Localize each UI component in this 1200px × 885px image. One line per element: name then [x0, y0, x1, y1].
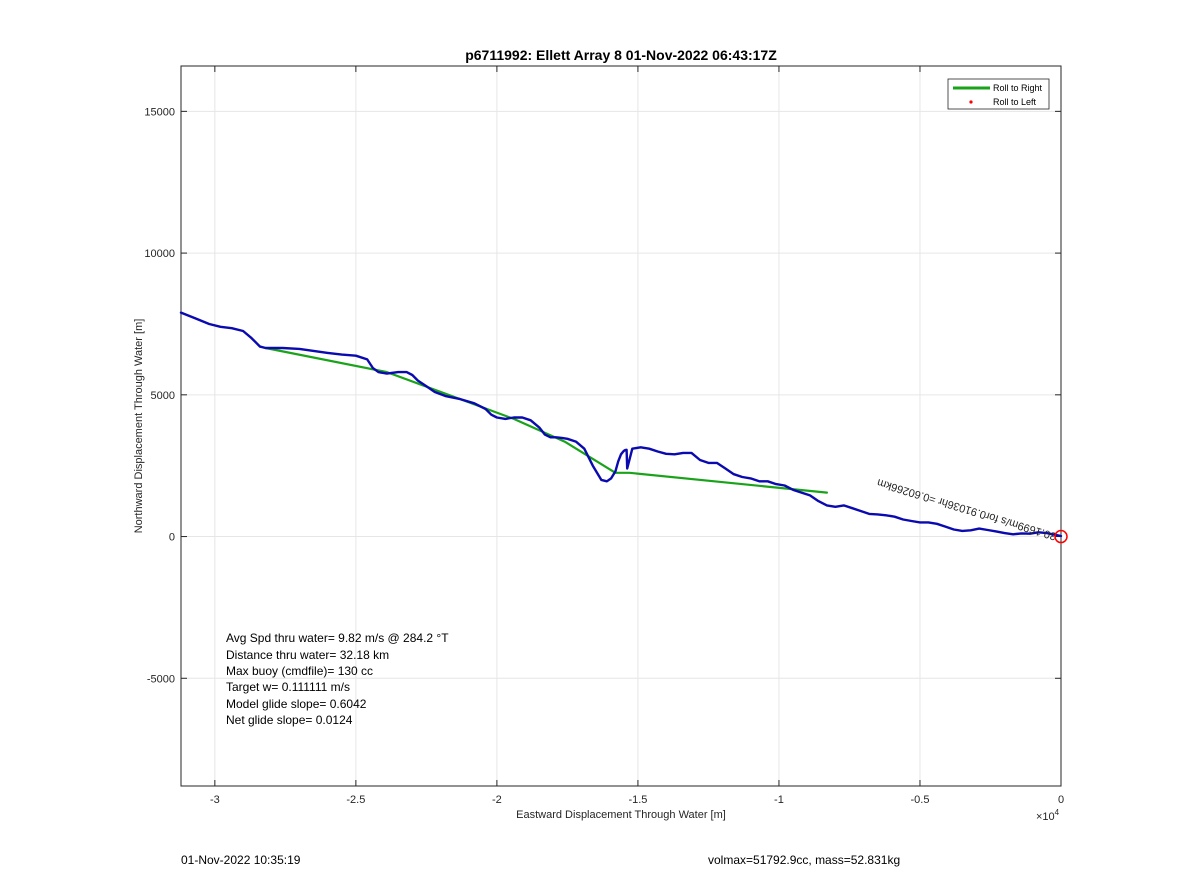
plot-frame — [180, 65, 1062, 787]
chart-title: p6711992: Ellett Array 8 01-Nov-2022 06:… — [465, 47, 777, 63]
x-axis-exponent-base: ×10 — [1036, 811, 1055, 823]
x-axis-label: Eastward Displacement Through Water [m] — [516, 809, 726, 821]
y-tick-label: 15000 — [144, 106, 175, 118]
stats-line: Distance thru water= 32.18 km — [226, 648, 389, 662]
x-tick-label: -1 — [774, 794, 784, 806]
x-axis-exponent: ×104 — [1036, 808, 1060, 823]
legend-label-roll-left: Roll to Left — [993, 97, 1037, 107]
stats-line: Avg Spd thru water= 9.82 m/s @ 284.2 °T — [226, 631, 449, 645]
y-tick-label: 0 — [169, 532, 175, 544]
footer-volmax-mass: volmax=51792.9cc, mass=52.831kg — [708, 853, 901, 867]
y-tick-label: 10000 — [144, 248, 175, 260]
x-axis-exponent-power: 4 — [1055, 808, 1060, 817]
track-annotation: 30.1699m/s for0.91036hr =0.60266km — [876, 476, 1058, 542]
footer-timestamp: 01-Nov-2022 10:35:19 — [181, 853, 301, 867]
legend-label-roll-right: Roll to Right — [993, 83, 1043, 93]
glider-track — [179, 311, 1063, 538]
x-tick-label: 0 — [1058, 794, 1064, 806]
axis-ticks: -3 -2.5 -2 -1.5 -1 -0.5 0 -5000 0 5000 10000 15000 — [144, 66, 1064, 806]
x-tick-label: -2.5 — [346, 794, 365, 806]
stats-block: Avg Spd thru water= 9.82 m/s @ 284.2 °T … — [226, 631, 449, 727]
grid — [181, 66, 1062, 786]
stats-line: Max buoy (cmdfile)= 130 cc — [226, 664, 373, 678]
legend: Roll to Right Roll to Left — [947, 78, 1050, 110]
track-end-marker — [1054, 529, 1068, 544]
stats-line: Target w= 0.111111 m/s — [226, 680, 350, 694]
y-tick-label: 5000 — [151, 390, 175, 402]
y-tick-label: -5000 — [147, 673, 175, 685]
x-tick-label: -0.5 — [910, 794, 929, 806]
x-tick-label: -1.5 — [628, 794, 647, 806]
stats-line: Model glide slope= 0.6042 — [226, 697, 367, 711]
x-tick-label: -2 — [492, 794, 502, 806]
series-roll-to-right — [264, 346, 829, 494]
y-axis-label: Northward Displacement Through Water [m] — [133, 319, 145, 534]
legend-swatch-roll-left — [969, 100, 973, 104]
x-tick-label: -3 — [210, 794, 220, 806]
series-layer — [179, 311, 1063, 538]
legend-box — [947, 78, 1050, 110]
stats-line: Net glide slope= 0.0124 — [226, 713, 353, 727]
